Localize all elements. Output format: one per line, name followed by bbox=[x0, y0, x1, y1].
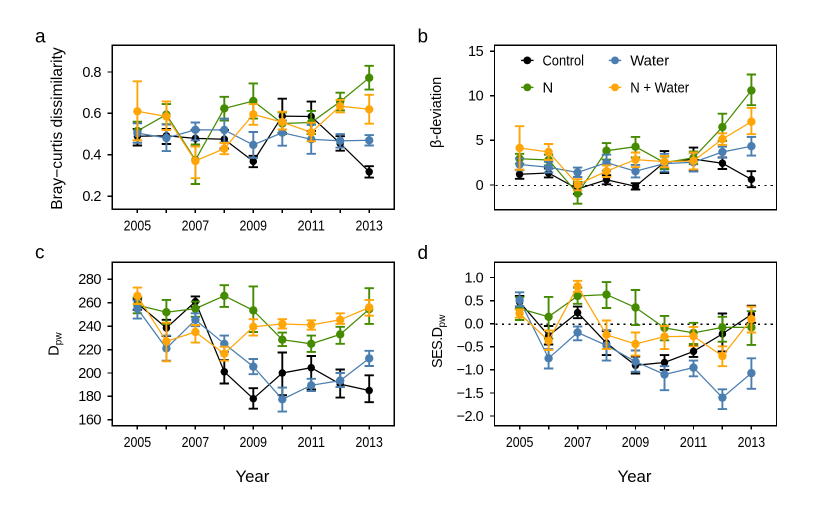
svg-text:d: d bbox=[418, 243, 429, 264]
svg-text:0.4: 0.4 bbox=[82, 148, 101, 164]
svg-text:2009: 2009 bbox=[240, 434, 268, 451]
svg-text:−1.0: −1.0 bbox=[457, 363, 484, 379]
svg-text:2013: 2013 bbox=[738, 434, 766, 451]
svg-text:160: 160 bbox=[78, 413, 101, 429]
svg-text:2005: 2005 bbox=[506, 434, 534, 451]
svg-text:5: 5 bbox=[476, 133, 484, 149]
svg-text:2007: 2007 bbox=[564, 434, 592, 451]
svg-text:240: 240 bbox=[78, 319, 101, 335]
svg-text:Bray−curtis dissimilarity: Bray−curtis dissimilarity bbox=[49, 47, 66, 210]
svg-text:2007: 2007 bbox=[182, 218, 210, 235]
svg-text:220: 220 bbox=[78, 342, 101, 358]
svg-text:2011: 2011 bbox=[297, 218, 325, 235]
svg-text:0.6: 0.6 bbox=[82, 106, 101, 122]
svg-text:2009: 2009 bbox=[622, 434, 650, 451]
svg-text:a: a bbox=[35, 26, 46, 47]
svg-text:180: 180 bbox=[78, 389, 101, 405]
svg-text:N: N bbox=[543, 81, 554, 97]
svg-text:2011: 2011 bbox=[297, 434, 325, 451]
svg-text:10: 10 bbox=[468, 89, 484, 105]
svg-text:2013: 2013 bbox=[355, 218, 383, 235]
svg-text:0.2: 0.2 bbox=[82, 189, 101, 205]
svg-text:0.8: 0.8 bbox=[82, 65, 101, 81]
svg-text:2011: 2011 bbox=[680, 434, 708, 451]
svg-text:Year: Year bbox=[235, 467, 269, 486]
svg-text:Water: Water bbox=[630, 54, 669, 70]
svg-text:b: b bbox=[418, 26, 429, 47]
svg-text:0: 0 bbox=[476, 178, 484, 194]
svg-text:1.0: 1.0 bbox=[465, 270, 484, 286]
svg-text:15: 15 bbox=[468, 44, 484, 60]
svg-text:0.5: 0.5 bbox=[465, 293, 484, 309]
svg-text:−0.5: −0.5 bbox=[457, 340, 484, 356]
svg-text:−1.5: −1.5 bbox=[457, 386, 484, 402]
svg-text:260: 260 bbox=[78, 296, 101, 312]
svg-text:2005: 2005 bbox=[124, 434, 152, 451]
svg-text:200: 200 bbox=[78, 366, 101, 382]
svg-text:2009: 2009 bbox=[240, 218, 268, 235]
svg-text:Control: Control bbox=[543, 54, 585, 70]
svg-text:0.0: 0.0 bbox=[465, 317, 484, 333]
svg-text:2013: 2013 bbox=[355, 434, 383, 451]
svg-text:N + Water: N + Water bbox=[630, 81, 689, 97]
svg-text:2005: 2005 bbox=[124, 218, 152, 235]
svg-text:Year: Year bbox=[618, 467, 652, 486]
svg-text:β-deviation: β-deviation bbox=[429, 77, 445, 148]
svg-text:280: 280 bbox=[78, 272, 101, 288]
svg-text:2007: 2007 bbox=[182, 434, 210, 451]
svg-text:−2.0: −2.0 bbox=[457, 409, 484, 425]
svg-text:c: c bbox=[35, 243, 45, 264]
